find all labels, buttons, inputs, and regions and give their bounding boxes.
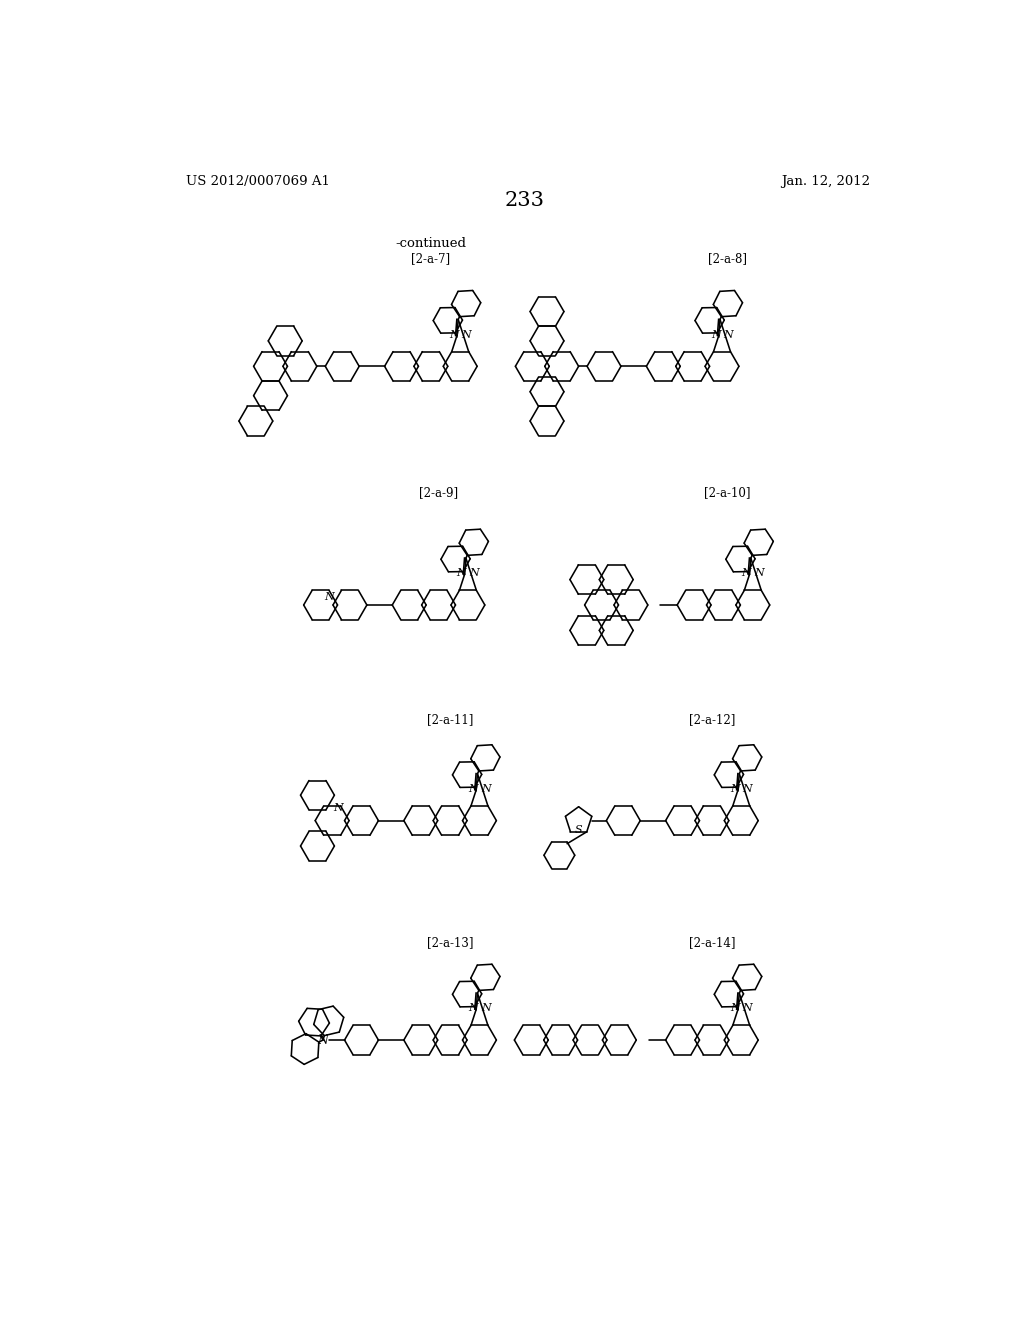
Text: N: N [468, 1003, 478, 1014]
Text: N: N [711, 330, 721, 339]
Text: [2-a-14]: [2-a-14] [689, 936, 735, 949]
Text: N: N [742, 784, 753, 795]
Text: N: N [469, 569, 479, 578]
Text: US 2012/0007069 A1: US 2012/0007069 A1 [186, 176, 330, 189]
Text: 233: 233 [505, 191, 545, 210]
Text: [2-a-9]: [2-a-9] [419, 486, 458, 499]
Text: -continued: -continued [395, 238, 466, 249]
Text: N: N [742, 1003, 753, 1014]
Text: [2-a-12]: [2-a-12] [689, 713, 735, 726]
Text: N: N [468, 784, 478, 795]
Text: N: N [449, 330, 459, 339]
Text: N: N [730, 1003, 739, 1014]
Text: [2-a-11]: [2-a-11] [427, 713, 473, 726]
Text: N: N [741, 569, 752, 578]
Text: N: N [481, 784, 490, 795]
Text: [2-a-7]: [2-a-7] [412, 252, 451, 265]
Text: N: N [325, 591, 334, 602]
Text: N: N [723, 330, 733, 339]
Text: N: N [457, 569, 467, 578]
Text: N: N [481, 1003, 490, 1014]
Text: [2-a-8]: [2-a-8] [708, 252, 746, 265]
Text: N: N [755, 569, 764, 578]
Text: N: N [730, 784, 739, 795]
Text: [2-a-10]: [2-a-10] [705, 486, 751, 499]
Text: N: N [334, 804, 343, 813]
Text: S: S [574, 825, 583, 834]
Text: N: N [462, 330, 471, 339]
Text: Jan. 12, 2012: Jan. 12, 2012 [780, 176, 869, 189]
Text: N: N [317, 1034, 329, 1047]
Text: [2-a-13]: [2-a-13] [427, 936, 473, 949]
